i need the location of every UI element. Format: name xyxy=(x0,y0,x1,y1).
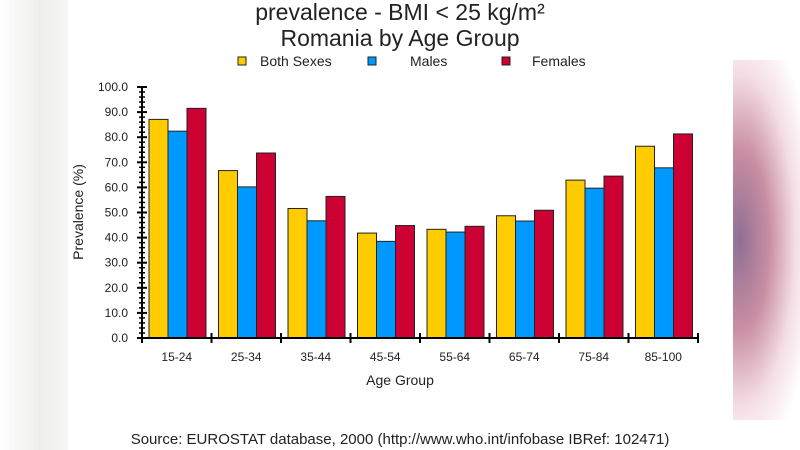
bar-males-55-64 xyxy=(445,231,466,339)
legend-label: Both Sexes xyxy=(260,53,332,69)
bar-females-15-24 xyxy=(186,107,207,339)
y-tick-label: 40.0 xyxy=(105,231,129,245)
bar-males-45-54 xyxy=(376,240,396,339)
y-tick-label: 100.0 xyxy=(98,80,128,94)
x-tick-label: 25-34 xyxy=(231,350,262,364)
bar-males-15-24 xyxy=(167,130,188,339)
legend-label: Males xyxy=(410,53,447,69)
bar-males-85-100 xyxy=(654,167,674,339)
bar-males-25-34 xyxy=(237,186,257,339)
y-tick-label: 70.0 xyxy=(105,155,129,169)
x-tick-label: 65-74 xyxy=(509,350,540,364)
y-tick-label: 30.0 xyxy=(105,256,129,270)
bar-males-35-44 xyxy=(306,220,327,339)
x-tick-label: 75-84 xyxy=(578,350,609,364)
legend-swatch-males xyxy=(367,56,377,66)
legend-swatch-females xyxy=(501,56,511,66)
bar-both-sexes-75-84 xyxy=(565,179,586,339)
bar-both-sexes-65-74 xyxy=(496,215,516,339)
bar-both-sexes-45-54 xyxy=(357,232,377,339)
bar-males-65-74 xyxy=(515,220,535,339)
y-tick-label: 10.0 xyxy=(105,306,129,320)
y-tick-label: 80.0 xyxy=(105,130,129,144)
left-shadow xyxy=(0,0,68,450)
bar-females-85-100 xyxy=(673,133,693,339)
legend: Both Sexes Males Females xyxy=(237,53,586,69)
x-tick-label: 15-24 xyxy=(161,350,192,364)
bar-females-65-74 xyxy=(534,209,554,339)
x-tick-label: 45-54 xyxy=(370,350,401,364)
y-tick-label: 50.0 xyxy=(105,206,129,220)
y-tick-label: 60.0 xyxy=(105,180,129,194)
bar-both-sexes-25-34 xyxy=(218,170,238,339)
y-tick-label: 0.0 xyxy=(111,331,128,345)
y-tick-label: 20.0 xyxy=(105,281,129,295)
chart-title: prevalence - BMI < 25 kg/m² xyxy=(255,0,545,25)
bar-males-75-84 xyxy=(584,187,605,339)
bar-females-55-64 xyxy=(464,225,485,339)
bar-both-sexes-35-44 xyxy=(287,207,308,339)
right-blur xyxy=(733,60,800,420)
legend-label: Females xyxy=(532,53,586,69)
bar-females-75-84 xyxy=(603,175,624,339)
bar-both-sexes-55-64 xyxy=(426,228,447,339)
y-axis-label: Prevalence (%) xyxy=(70,164,86,260)
bar-females-25-34 xyxy=(256,152,276,339)
bar-females-45-54 xyxy=(395,225,415,339)
x-tick-label: 85-100 xyxy=(645,350,683,364)
bars xyxy=(148,107,693,339)
source-note: Source: EUROSTAT database, 2000 (http://… xyxy=(131,431,670,448)
y-tick-label: 90.0 xyxy=(105,105,129,119)
legend-swatch-both-sexes xyxy=(237,56,247,66)
x-tick-label: 55-64 xyxy=(439,350,470,364)
x-tick-label: 35-44 xyxy=(300,350,331,364)
bar-both-sexes-85-100 xyxy=(635,145,655,339)
chart-subtitle: Romania by Age Group xyxy=(280,25,519,51)
x-axis-label: Age Group xyxy=(366,372,434,388)
axes: 15-24 25-34 35-44 45-54 55-64 65-74 75-84 85-10… xyxy=(98,80,699,364)
bar-both-sexes-15-24 xyxy=(148,118,169,339)
bar-females-35-44 xyxy=(325,195,346,339)
